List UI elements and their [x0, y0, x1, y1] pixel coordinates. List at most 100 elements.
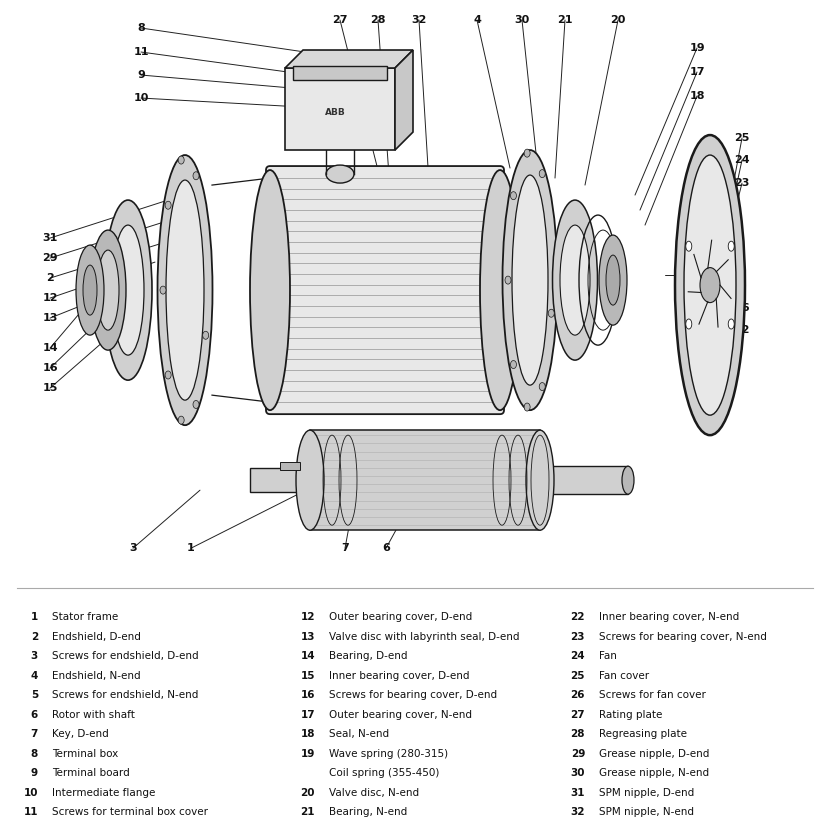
Text: 12: 12: [300, 612, 315, 622]
Ellipse shape: [549, 309, 554, 317]
Ellipse shape: [502, 150, 558, 410]
Text: 3: 3: [31, 651, 38, 661]
Text: 23: 23: [735, 178, 749, 188]
Ellipse shape: [526, 430, 554, 530]
Bar: [310, 430, 540, 530]
Ellipse shape: [203, 332, 208, 339]
Text: Screws for bearing cover, D-end: Screws for bearing cover, D-end: [329, 690, 497, 700]
Text: Wave spring (280-315): Wave spring (280-315): [329, 749, 448, 759]
Text: 2: 2: [46, 273, 54, 283]
Text: 20: 20: [610, 15, 626, 25]
Text: 7: 7: [341, 543, 349, 553]
Ellipse shape: [686, 241, 691, 251]
Ellipse shape: [540, 383, 545, 391]
Ellipse shape: [510, 360, 516, 369]
Text: Rating plate: Rating plate: [599, 709, 662, 719]
Text: Intermediate flange: Intermediate flange: [52, 788, 155, 797]
Text: 25: 25: [735, 133, 749, 143]
Text: 1: 1: [187, 543, 195, 553]
Text: Terminal box: Terminal box: [52, 749, 118, 759]
Text: 22: 22: [735, 325, 749, 335]
Text: SPM nipple, D-end: SPM nipple, D-end: [599, 788, 694, 797]
Text: 15: 15: [42, 384, 58, 393]
Text: 5: 5: [31, 690, 38, 700]
Text: 12: 12: [42, 293, 58, 303]
Ellipse shape: [112, 225, 144, 356]
Ellipse shape: [553, 200, 598, 360]
Text: Valve disc with labyrinth seal, D-end: Valve disc with labyrinth seal, D-end: [329, 632, 520, 642]
Text: 8: 8: [137, 23, 145, 33]
Polygon shape: [293, 66, 387, 80]
Ellipse shape: [90, 230, 126, 350]
Text: 11: 11: [23, 807, 38, 817]
Text: 2: 2: [31, 632, 38, 642]
Text: 27: 27: [570, 709, 585, 719]
Text: 14: 14: [300, 651, 315, 661]
Text: Endshield, D-end: Endshield, D-end: [52, 632, 141, 642]
Ellipse shape: [76, 245, 104, 335]
Ellipse shape: [250, 170, 290, 410]
Text: Regreasing plate: Regreasing plate: [599, 729, 687, 739]
Text: 10: 10: [23, 788, 38, 797]
Text: 13: 13: [300, 632, 315, 642]
Ellipse shape: [104, 200, 152, 380]
Text: 1: 1: [31, 612, 38, 622]
Ellipse shape: [622, 466, 634, 494]
Text: 6: 6: [31, 709, 38, 719]
Text: 17: 17: [300, 709, 315, 719]
Text: Inner bearing cover, N-end: Inner bearing cover, N-end: [599, 612, 740, 622]
FancyBboxPatch shape: [266, 166, 504, 414]
Text: 26: 26: [570, 690, 585, 700]
Text: 17: 17: [689, 67, 705, 77]
Text: 24: 24: [570, 651, 585, 661]
Ellipse shape: [326, 165, 354, 183]
Text: Valve disc, N-end: Valve disc, N-end: [329, 788, 419, 797]
Ellipse shape: [165, 371, 171, 379]
Ellipse shape: [524, 149, 530, 157]
Text: 27: 27: [332, 15, 348, 25]
Text: 29: 29: [571, 749, 585, 759]
Ellipse shape: [606, 255, 620, 305]
Ellipse shape: [686, 319, 691, 329]
Text: Screws for endshield, N-end: Screws for endshield, N-end: [52, 690, 198, 700]
Ellipse shape: [97, 250, 119, 330]
Text: Bearing, N-end: Bearing, N-end: [329, 807, 408, 817]
Bar: [250, 468, 302, 492]
Text: 15: 15: [300, 671, 315, 681]
Ellipse shape: [560, 225, 590, 335]
Text: ABB: ABB: [325, 108, 345, 117]
Text: Stator frame: Stator frame: [52, 612, 118, 622]
Text: 19: 19: [689, 43, 705, 53]
Text: 13: 13: [42, 313, 58, 323]
Text: 18: 18: [689, 91, 705, 101]
Text: 10: 10: [134, 93, 149, 103]
Bar: [280, 463, 300, 470]
Ellipse shape: [296, 430, 324, 530]
Text: 32: 32: [412, 15, 427, 25]
Text: 32: 32: [570, 807, 585, 817]
Text: Fan: Fan: [599, 651, 617, 661]
Polygon shape: [285, 68, 395, 150]
Text: 20: 20: [300, 788, 315, 797]
Ellipse shape: [524, 403, 530, 411]
Text: Screws for bearing cover, N-end: Screws for bearing cover, N-end: [599, 632, 767, 642]
Ellipse shape: [684, 155, 736, 415]
Ellipse shape: [512, 175, 548, 385]
Text: 7: 7: [31, 729, 38, 739]
Text: Fan cover: Fan cover: [599, 671, 649, 681]
Text: Inner bearing cover, D-end: Inner bearing cover, D-end: [329, 671, 470, 681]
Text: Screws for endshield, D-end: Screws for endshield, D-end: [52, 651, 198, 661]
Text: Coil spring (355-450): Coil spring (355-450): [329, 768, 439, 778]
Ellipse shape: [510, 192, 516, 200]
Text: 29: 29: [42, 253, 58, 263]
Ellipse shape: [160, 286, 166, 294]
Text: 4: 4: [31, 671, 38, 681]
Text: 30: 30: [515, 15, 530, 25]
Text: 26: 26: [735, 303, 749, 313]
Ellipse shape: [700, 267, 720, 303]
Ellipse shape: [178, 416, 184, 424]
Text: 16: 16: [300, 690, 315, 700]
Text: 16: 16: [42, 363, 58, 373]
Text: 6: 6: [382, 543, 390, 553]
Text: 19: 19: [300, 749, 315, 759]
